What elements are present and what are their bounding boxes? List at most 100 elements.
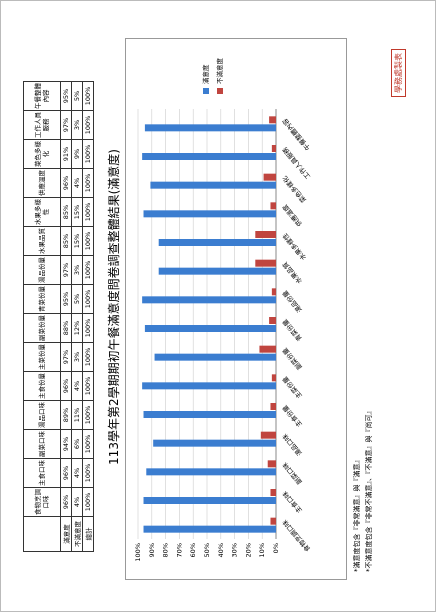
bar — [142, 153, 276, 160]
table-cell: 100% — [82, 139, 94, 169]
table-cell: 15% — [71, 197, 83, 227]
bar — [143, 210, 276, 218]
y-tick-label: 90% — [148, 543, 156, 557]
table-cell: 100% — [82, 226, 94, 256]
corner-cell — [23, 516, 61, 552]
table-cell: 5% — [71, 81, 83, 111]
bar — [154, 353, 277, 361]
bar — [143, 525, 276, 533]
row-label: 不滿意度 — [71, 516, 83, 552]
bar — [255, 231, 277, 238]
x-tick-label: 午餐整體內容 — [280, 116, 312, 152]
table-cell: 100% — [82, 168, 94, 198]
table-cell: 95% — [60, 81, 72, 111]
bar — [270, 489, 276, 496]
y-tick-label: 70% — [175, 543, 183, 557]
table-cell: 100% — [82, 400, 94, 430]
table-cell: 4% — [71, 371, 83, 401]
table-cell: 96% — [60, 371, 72, 401]
bar — [259, 345, 277, 353]
table-cell: 3% — [71, 342, 83, 372]
column-header: 主食口味 — [23, 458, 61, 488]
bar — [255, 259, 277, 267]
table-cell: 100% — [82, 110, 94, 140]
chart: 0% 10% 20% 30% 40% 50% 60% 70% 80% 90% 100% 食物烹調口味 主… — [134, 58, 312, 562]
table-cell: 100% — [82, 342, 94, 372]
column-header: 水果多樣性 — [23, 197, 61, 227]
legend-swatch — [217, 88, 223, 94]
x-tick-label: 主菜份量 — [280, 374, 304, 400]
x-tick-label: 食物烹調口味 — [280, 518, 312, 554]
table-cell: 96% — [60, 487, 72, 517]
y-tick-label: 80% — [162, 543, 170, 557]
x-tick-label: 青菜份量 — [280, 317, 304, 343]
column-header: 副菜口味 — [23, 429, 61, 459]
bar — [142, 382, 276, 390]
column-header: 供應溫度 — [23, 168, 61, 198]
x-tick-label: 供應溫度 — [280, 202, 304, 228]
table-cell: 100% — [82, 255, 94, 285]
table-cell: 100% — [82, 371, 94, 401]
x-tick-label: 湯品口味 — [280, 432, 304, 458]
table-cell: 85% — [60, 197, 72, 227]
bar — [142, 296, 276, 304]
table-cell: 100% — [82, 284, 94, 314]
table-cell: 96% — [60, 458, 72, 488]
bar — [271, 145, 277, 152]
x-tick-label: 水果品質 — [280, 260, 304, 286]
table-cell: 94% — [60, 429, 72, 459]
notes: *滿意度包含『非常滿意』與『滿意』 *不滿意度包含『非常不滿意』、『不滿意』與『… — [351, 408, 375, 573]
table-cell: 15% — [71, 226, 83, 256]
column-header: 菜色多樣化 — [23, 139, 61, 169]
table-cell: 85% — [60, 226, 72, 256]
bar — [153, 439, 276, 447]
bar — [144, 124, 277, 132]
landscape-sheet: 食物烹調口味 主食口味 副菜口味 湯品口味 主食份量 主菜份量 副菜份量 青菜份量 湯品份量 水果… — [9, 12, 429, 602]
table-row: 滿意度 96% 96% 94% 89% 96% 97% 88% 95% 97% 85% 85% 96% 9… — [60, 81, 72, 552]
bar — [271, 288, 277, 296]
table-cell: 12% — [71, 313, 83, 343]
x-tick-label: 副菜份量 — [280, 346, 304, 372]
table-cell: 100% — [82, 313, 94, 343]
legend-label: 不滿意度 — [215, 58, 224, 85]
column-header: 主食份量 — [23, 371, 61, 401]
legend-swatch — [203, 88, 209, 94]
table-cell: 3% — [71, 110, 83, 140]
table-cell: 88% — [60, 313, 72, 343]
table-cell: 97% — [60, 255, 72, 285]
bar — [270, 517, 276, 525]
table-cell: 4% — [71, 458, 83, 488]
legend-label: 滿意度 — [201, 64, 210, 84]
x-tick-label: 主食口味 — [280, 489, 304, 515]
bar — [146, 468, 277, 476]
table-cell: 4% — [71, 487, 83, 517]
note: *不滿意度包含『非常不滿意』、『不滿意』與『尚可』 — [365, 407, 373, 573]
table-cell: 6% — [71, 429, 83, 459]
column-header: 主菜份量 — [23, 342, 61, 372]
row-label: 總計 — [82, 516, 94, 552]
x-tick-label: 水果多樣性 — [280, 231, 308, 262]
table-cell: 100% — [82, 197, 94, 227]
x-tick-label: 副菜口味 — [280, 460, 304, 486]
table-row: 不滿意度 4% 4% 6% 11% 4% 3% 12% 5% 3% 15% 15% 4% 9% 3% 5% — [71, 81, 83, 552]
table-cell: 100% — [82, 429, 94, 459]
table-cell: 97% — [60, 110, 72, 140]
bar — [270, 403, 276, 410]
table-cell: 100% — [82, 487, 94, 517]
table-cell: 96% — [60, 168, 72, 198]
table-cell: 4% — [71, 168, 83, 198]
y-tick-label: 10% — [258, 543, 266, 557]
summary-table: 食物烹調口味 主食口味 副菜口味 湯品口味 主食份量 主菜份量 副菜份量 青菜份量 湯品份量 水果… — [23, 81, 94, 552]
x-tick-label: 湯品份量 — [280, 288, 304, 314]
note: *滿意度包含『非常滿意』與『滿意』 — [353, 456, 361, 573]
column-header: 湯品口味 — [23, 400, 61, 430]
column-header: 青菜份量 — [23, 284, 61, 314]
stamp: 學務處製表 — [391, 49, 406, 97]
column-header: 水果品質 — [23, 226, 61, 256]
y-tick-label: 60% — [189, 543, 197, 557]
bar — [143, 411, 276, 418]
header-row: 食物烹調口味 主食口味 副菜口味 湯品口味 主食份量 主菜份量 副菜份量 青菜份量 湯品份量 水果… — [23, 81, 61, 552]
table-cell: 9% — [71, 139, 83, 169]
column-header: 湯品份量 — [23, 255, 61, 285]
y-tick-label: 20% — [244, 543, 252, 557]
